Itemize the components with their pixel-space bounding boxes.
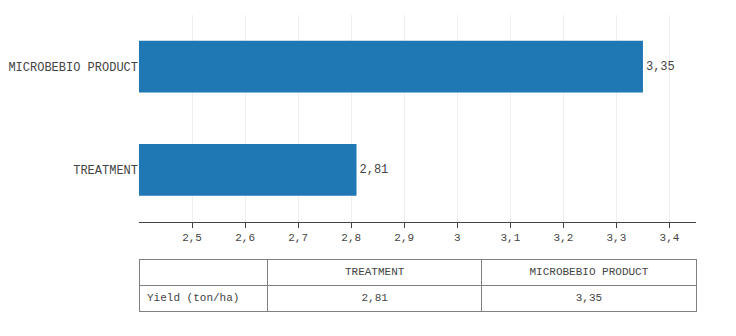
svg-text:2,8: 2,8 xyxy=(341,232,361,244)
svg-text:2,5: 2,5 xyxy=(182,232,202,244)
svg-text:3,1: 3,1 xyxy=(500,232,520,244)
svg-text:MICROBEBIO PRODUCT: MICROBEBIO PRODUCT xyxy=(8,61,138,75)
svg-text:TREATMENT: TREATMENT xyxy=(73,164,138,178)
svg-text:2,9: 2,9 xyxy=(394,232,414,244)
svg-text:3,4: 3,4 xyxy=(660,232,680,244)
svg-text:2,6: 2,6 xyxy=(235,232,255,244)
svg-text:MICROBEBIO PRODUCT: MICROBEBIO PRODUCT xyxy=(529,266,648,278)
svg-text:3,3: 3,3 xyxy=(607,232,627,244)
svg-text:2,81: 2,81 xyxy=(360,163,389,177)
svg-text:Yield (ton/ha): Yield (ton/ha) xyxy=(147,292,239,304)
svg-text:3,2: 3,2 xyxy=(553,232,573,244)
svg-text:TREATMENT: TREATMENT xyxy=(345,266,405,278)
svg-text:3,35: 3,35 xyxy=(646,60,675,74)
svg-text:3,35: 3,35 xyxy=(576,292,602,304)
svg-text:2,7: 2,7 xyxy=(288,232,308,244)
svg-text:3: 3 xyxy=(454,232,461,244)
svg-text:2,81: 2,81 xyxy=(361,292,388,304)
